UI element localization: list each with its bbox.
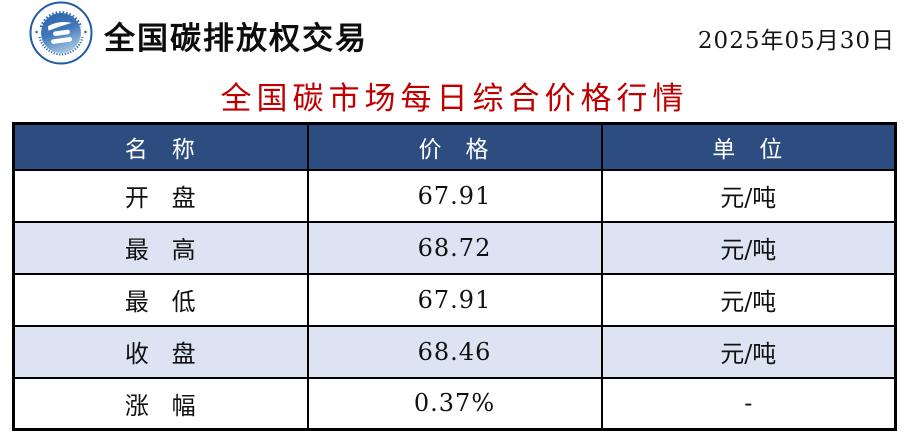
table-row-low: 最 低 67.91 元/吨: [12, 272, 897, 327]
row-label: 开 盘: [12, 168, 309, 223]
table-header-row: 名 称 价 格 单 位: [12, 122, 897, 171]
page-title: 全国碳市场每日综合价格行情: [220, 81, 689, 117]
column-header-unit: 单 位: [600, 122, 897, 171]
brand-title: 全国碳排放权交易: [104, 21, 368, 57]
page-header: 全国碳排放权交易 2025年05月30日: [0, 0, 909, 66]
row-price: 67.91: [306, 168, 603, 223]
row-price: 68.72: [306, 220, 603, 275]
report-date: 2025年05月30日: [697, 28, 895, 54]
column-header-name: 名 称: [12, 122, 309, 171]
row-unit: 元/吨: [600, 220, 897, 275]
row-label: 收 盘: [12, 324, 309, 379]
column-header-price: 价 格: [306, 122, 603, 171]
daily-price-table: 名 称 价 格 单 位 开 盘 67.91 元/吨 最 高 68.72 元/吨 …: [12, 122, 897, 431]
row-unit: -: [600, 376, 897, 431]
table-row-change: 涨 幅 0.37% -: [12, 376, 897, 431]
exchange-emblem-icon: [29, 1, 93, 65]
row-unit: 元/吨: [600, 324, 897, 379]
row-price: 67.91: [306, 272, 603, 327]
row-label: 最 高: [12, 220, 309, 275]
row-label: 涨 幅: [12, 376, 309, 431]
table-row-close: 收 盘 68.46 元/吨: [12, 324, 897, 379]
row-price: 68.46: [306, 324, 603, 379]
row-price: 0.37%: [306, 376, 603, 431]
table-row-open: 开 盘 67.91 元/吨: [12, 168, 897, 223]
table-row-high: 最 高 68.72 元/吨: [12, 220, 897, 275]
row-unit: 元/吨: [600, 272, 897, 327]
row-label: 最 低: [12, 272, 309, 327]
row-unit: 元/吨: [600, 168, 897, 223]
